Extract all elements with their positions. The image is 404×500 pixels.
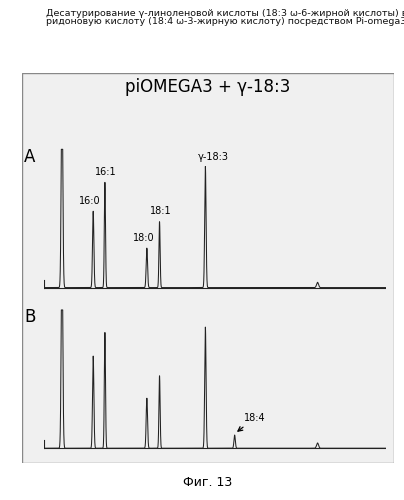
Text: A: A <box>24 148 36 166</box>
Text: 18:1: 18:1 <box>150 206 171 216</box>
Text: 16:1: 16:1 <box>95 167 117 177</box>
Text: γ-18:3: γ-18:3 <box>198 152 229 162</box>
Text: 18:0: 18:0 <box>133 233 155 243</box>
Text: Фиг. 13: Фиг. 13 <box>183 476 233 489</box>
Text: 18:4: 18:4 <box>238 412 266 431</box>
Text: piOMEGA3 + γ-18:3: piOMEGA3 + γ-18:3 <box>125 78 291 96</box>
Text: B: B <box>24 308 36 326</box>
Text: Десатурирование γ-линоленовой кислоты (18:3 ω-6-жирной кислоты) в стеа-: Десатурирование γ-линоленовой кислоты (1… <box>46 9 404 18</box>
Text: ридоновую кислоту (18:4 ω-3-жирную кислоту) посредством Pi-omega3Des.: ридоновую кислоту (18:4 ω-3-жирную кисло… <box>46 18 404 26</box>
Text: 16:0: 16:0 <box>78 196 100 206</box>
